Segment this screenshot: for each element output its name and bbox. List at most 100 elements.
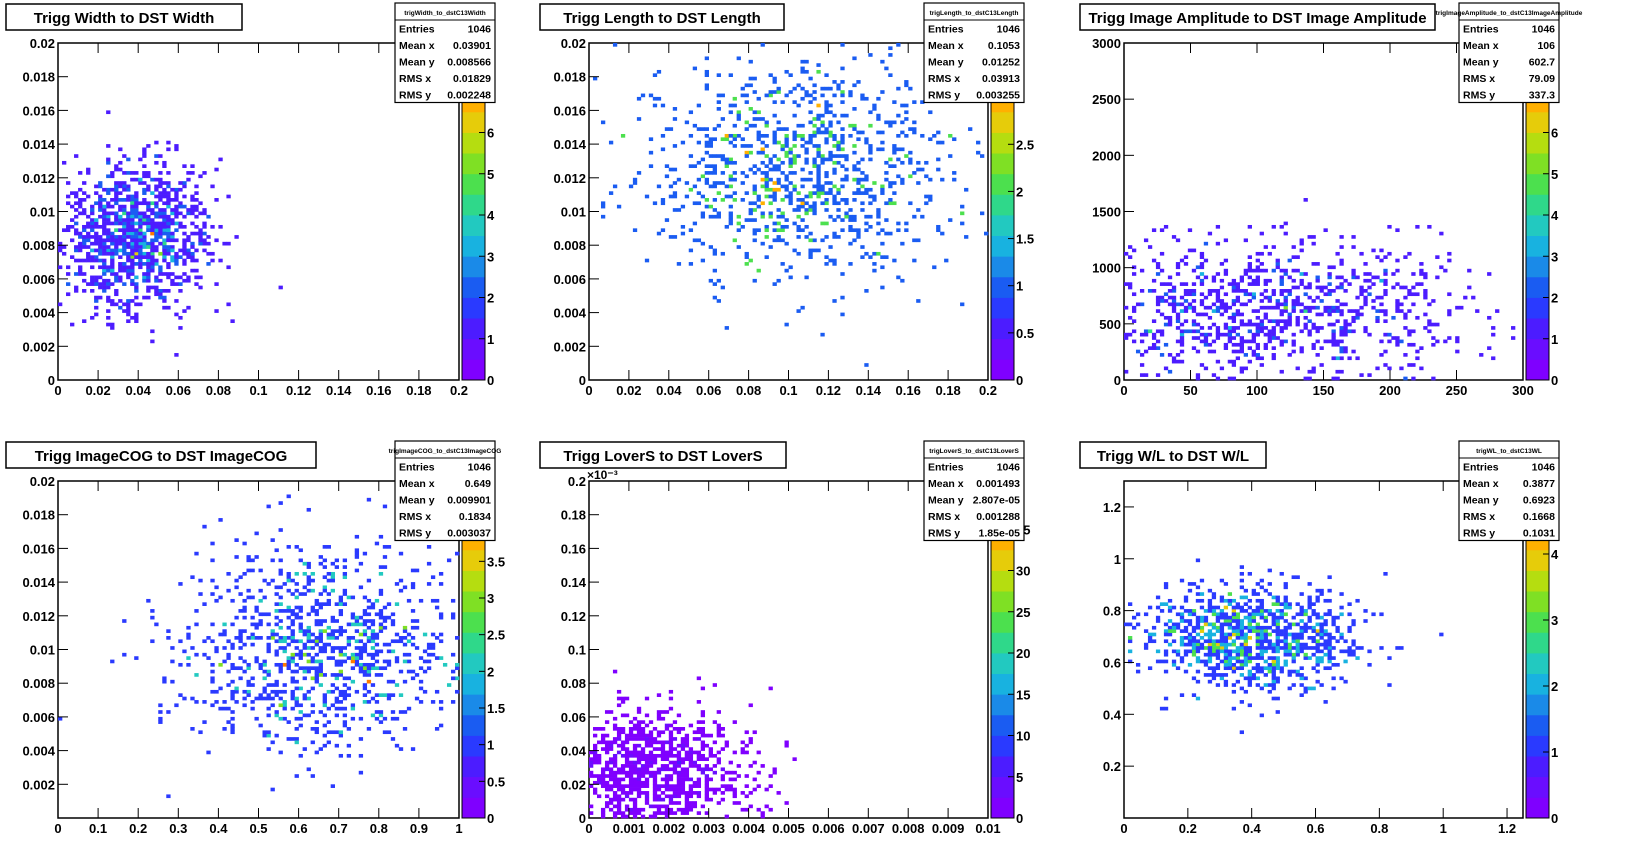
histogram-bin [410,582,416,586]
histogram-bin [612,791,618,795]
histogram-bin [1223,302,1229,307]
histogram-bin [1307,235,1312,239]
histogram-bin [258,612,263,617]
histogram-bin [94,238,99,243]
histogram-bin [1403,312,1408,317]
histogram-bin [1323,309,1328,313]
histogram-bin [1183,255,1189,259]
histogram-bin [768,73,773,77]
histogram-bin [896,221,901,226]
histogram-bin [282,636,287,640]
histogram-bin [1299,619,1304,623]
histogram-bin [1259,329,1264,334]
histogram-bin [194,673,199,677]
histogram-bin [1363,299,1368,303]
histogram-bin [960,302,965,307]
histogram-bin [652,727,658,731]
histogram-bin [126,221,131,226]
histogram-bin [796,103,801,108]
histogram-bin [1315,353,1320,357]
histogram-bin [1327,289,1332,293]
histogram-bin [900,120,905,125]
histogram-bin [712,753,717,758]
histogram-bin [812,160,817,165]
histogram-bin [676,791,682,795]
histogram-bin [748,791,753,795]
histogram-bin [298,639,303,644]
histogram-bin [1231,326,1237,330]
histogram-bin [114,245,119,249]
histogram-bin [170,278,175,283]
histogram-bin [1431,342,1436,347]
histogram-bin [776,208,781,212]
histogram-bin [1267,612,1272,617]
histogram-bin [840,140,845,145]
y-tick-label: 0.012 [22,609,55,624]
histogram-bin [1339,235,1344,239]
histogram-bin [1199,282,1205,286]
histogram-bin [286,642,291,647]
histogram-bin [354,548,360,553]
histogram-bin [110,326,115,330]
histogram-bin [764,255,769,259]
histogram-bin [1203,336,1209,340]
histogram-bin [668,696,674,701]
histogram-bin [1143,642,1149,647]
histogram-bin [808,93,813,98]
z-tick-label: 0.5 [1016,326,1034,341]
histogram-bin [342,676,348,681]
histogram-bin [1263,312,1268,317]
histogram-bin [298,652,303,657]
histogram-bin [1231,639,1237,644]
histogram-bin [1291,656,1296,660]
histogram-bin [1235,356,1241,361]
histogram-bin [362,649,368,654]
histogram-bin [920,167,925,172]
histogram-bin [1327,656,1332,660]
histogram-bin [700,804,706,809]
color-bar-segment [991,338,1014,360]
histogram-bin [450,612,456,617]
histogram-bin [154,140,159,145]
histogram-bin [1279,615,1284,620]
histogram-bin [740,747,745,751]
histogram-bin [592,780,598,785]
histogram-bin [1295,299,1300,303]
histogram-bin [1124,369,1129,374]
histogram-bin [338,669,344,674]
histogram-bin [792,208,797,212]
histogram-bin [644,258,650,263]
histogram-bin [82,208,87,212]
histogram-bin [378,720,384,724]
histogram-bin [1411,329,1416,334]
histogram-bin [728,133,733,138]
x-tick-label: 300 [1512,383,1534,398]
histogram-bin [708,204,713,209]
histogram-bin [254,622,259,627]
histogram-bin [1271,673,1276,677]
histogram-bin [254,636,259,640]
histogram-bin [98,238,103,243]
histogram-bin [660,710,666,714]
histogram-bin [1251,588,1256,593]
histogram-bin [298,605,303,610]
histogram-bin [306,507,311,512]
stats-frame [923,2,1025,104]
histogram-bin [170,255,175,259]
histogram-bin [94,255,99,259]
histogram-bin [812,238,817,243]
histogram-bin [314,730,319,735]
histogram-bin [652,103,658,108]
histogram-bin [142,275,147,280]
histogram-bin [186,211,191,216]
histogram-bin [366,612,372,617]
stats-value: 1046 [468,24,492,36]
histogram-bin [150,245,155,249]
histogram-bin [836,214,841,219]
histogram-bin [134,289,139,293]
histogram-bin [668,797,674,802]
histogram-bin [800,167,805,172]
histogram-bin [616,733,622,738]
histogram-bin [1183,669,1189,674]
histogram-bin [198,174,203,179]
